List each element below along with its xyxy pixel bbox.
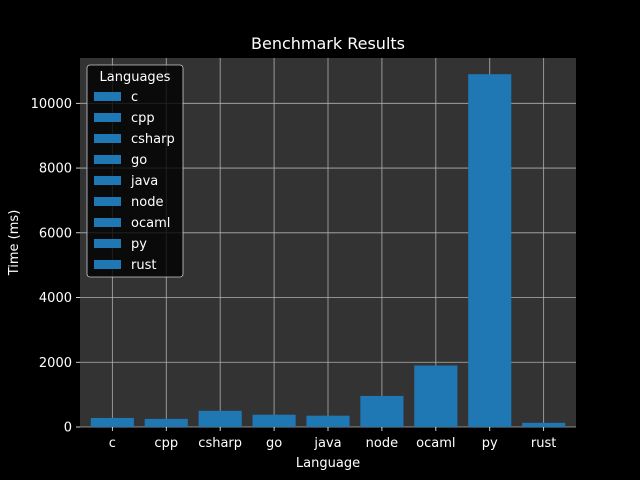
legend-entries: c cpp csharp go java node ocaml py rust — [94, 90, 175, 273]
legend-swatch — [94, 155, 121, 164]
x-tick-label: cpp — [154, 436, 178, 451]
bar-py — [468, 74, 512, 428]
bar-rust — [522, 422, 566, 427]
legend-label: java — [130, 174, 158, 189]
bar-c — [90, 417, 134, 427]
legend-label: csharp — [131, 132, 175, 147]
legend-swatch — [94, 134, 121, 143]
bar-cpp — [144, 418, 188, 427]
y-axis-ticks: 0 2000 4000 6000 8000 10000 — [31, 97, 80, 436]
x-axis-ticks: c cpp csharp go java node ocaml py rust — [109, 427, 556, 451]
legend-label: rust — [131, 258, 156, 273]
x-tick-label: csharp — [198, 436, 242, 451]
bar-ocaml — [414, 365, 458, 427]
legend-label: ocaml — [131, 216, 170, 231]
bar-node — [360, 395, 404, 427]
x-tick-label: go — [266, 436, 282, 451]
y-tick-label: 0 — [64, 421, 72, 436]
legend-label: py — [131, 237, 147, 252]
legend-swatch — [94, 92, 121, 101]
x-axis-label: Language — [296, 456, 360, 471]
y-tick-label: 6000 — [39, 226, 72, 241]
legend-swatch — [94, 113, 121, 122]
legend-swatch — [94, 176, 121, 185]
legend-swatch — [94, 260, 121, 269]
legend-title: Languages — [100, 70, 171, 85]
bar-go — [252, 414, 296, 427]
x-tick-label: java — [313, 436, 341, 451]
legend-swatch — [94, 239, 121, 248]
y-tick-label: 10000 — [31, 97, 72, 112]
x-tick-label: node — [366, 436, 398, 451]
legend-label: cpp — [131, 111, 155, 126]
y-tick-label: 2000 — [39, 356, 72, 371]
y-axis-label: Time (ms) — [7, 210, 22, 277]
x-tick-label: rust — [531, 436, 556, 451]
y-tick-label: 4000 — [39, 291, 72, 306]
legend-label: node — [131, 195, 163, 210]
x-tick-label: py — [482, 436, 498, 451]
legend: Languages c cpp csharp go java node ocaml py rus… — [86, 64, 184, 278]
legend-swatch — [94, 197, 121, 206]
y-tick-label: 8000 — [39, 162, 72, 177]
bar-java — [306, 415, 350, 427]
legend-label: c — [131, 90, 138, 105]
legend-label: go — [131, 153, 147, 168]
x-tick-label: ocaml — [416, 436, 455, 451]
bars — [90, 74, 566, 428]
chart-title: Benchmark Results — [251, 34, 405, 53]
legend-swatch — [94, 218, 121, 227]
bar-csharp — [198, 410, 242, 427]
x-tick-label: c — [109, 436, 116, 451]
